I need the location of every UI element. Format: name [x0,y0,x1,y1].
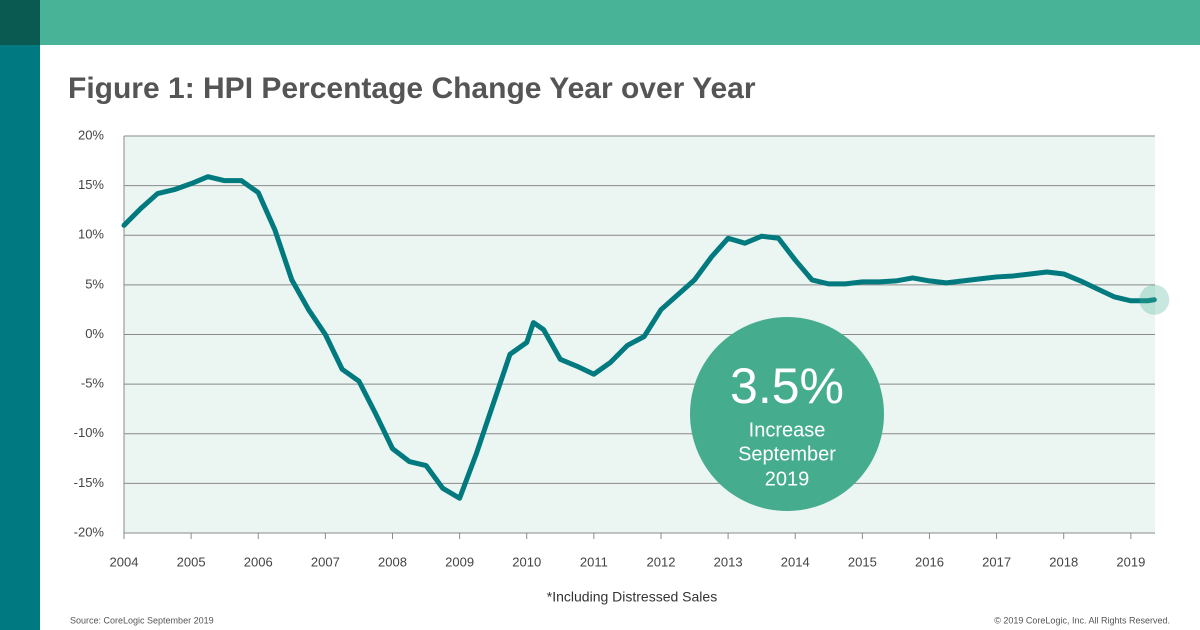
x-tick-label: 2004 [110,554,139,569]
x-tick-label: 2014 [781,554,810,569]
x-tick-label: 2010 [512,554,541,569]
x-tick-label: 2008 [378,554,407,569]
chart-title: Figure 1: HPI Percentage Change Year ove… [68,72,756,105]
callout-text: September [738,443,836,465]
y-tick-label: 15% [78,177,104,192]
copyright: © 2019 CoreLogic, Inc. All Rights Reserv… [994,615,1170,625]
x-tick-label: 2011 [580,554,608,569]
y-tick-label: -20% [74,524,105,539]
corner-block [0,0,40,45]
x-tick-label: 2005 [177,554,206,569]
source: Source: CoreLogic September 2019 [70,615,214,625]
top-band [40,0,1200,45]
y-tick-label: -5% [81,376,105,391]
side-band [0,0,40,630]
x-tick-label: 2007 [311,554,340,569]
x-tick-label: 2009 [445,554,474,569]
note: *Including Distressed Sales [547,589,717,605]
line-series [121,174,1157,501]
y-tick-label: 10% [78,227,104,242]
x-tick-label: 2016 [915,554,944,569]
y-tick-label: 0% [85,326,104,341]
callout-text: 2019 [765,468,810,490]
marks [121,174,1170,501]
y-tick-label: 20% [78,127,104,142]
y-tick-label: -15% [74,475,105,490]
x-tick-label: 2017 [982,554,1011,569]
x-tick-label: 2013 [714,554,743,569]
x-tick-label: 2019 [1116,554,1145,569]
x-tick-label: 2012 [647,554,676,569]
callout-text: Increase [749,419,826,441]
x-tick-label: 2015 [848,554,877,569]
x-tick-label: 2006 [244,554,273,569]
callout-circle [690,317,884,511]
y-tick-label: -10% [74,425,105,440]
x-tick-label: 2018 [1049,554,1078,569]
callout-value: 3.5% [730,358,844,414]
end-highlight [1139,284,1170,315]
y-tick-label: 5% [85,276,104,291]
